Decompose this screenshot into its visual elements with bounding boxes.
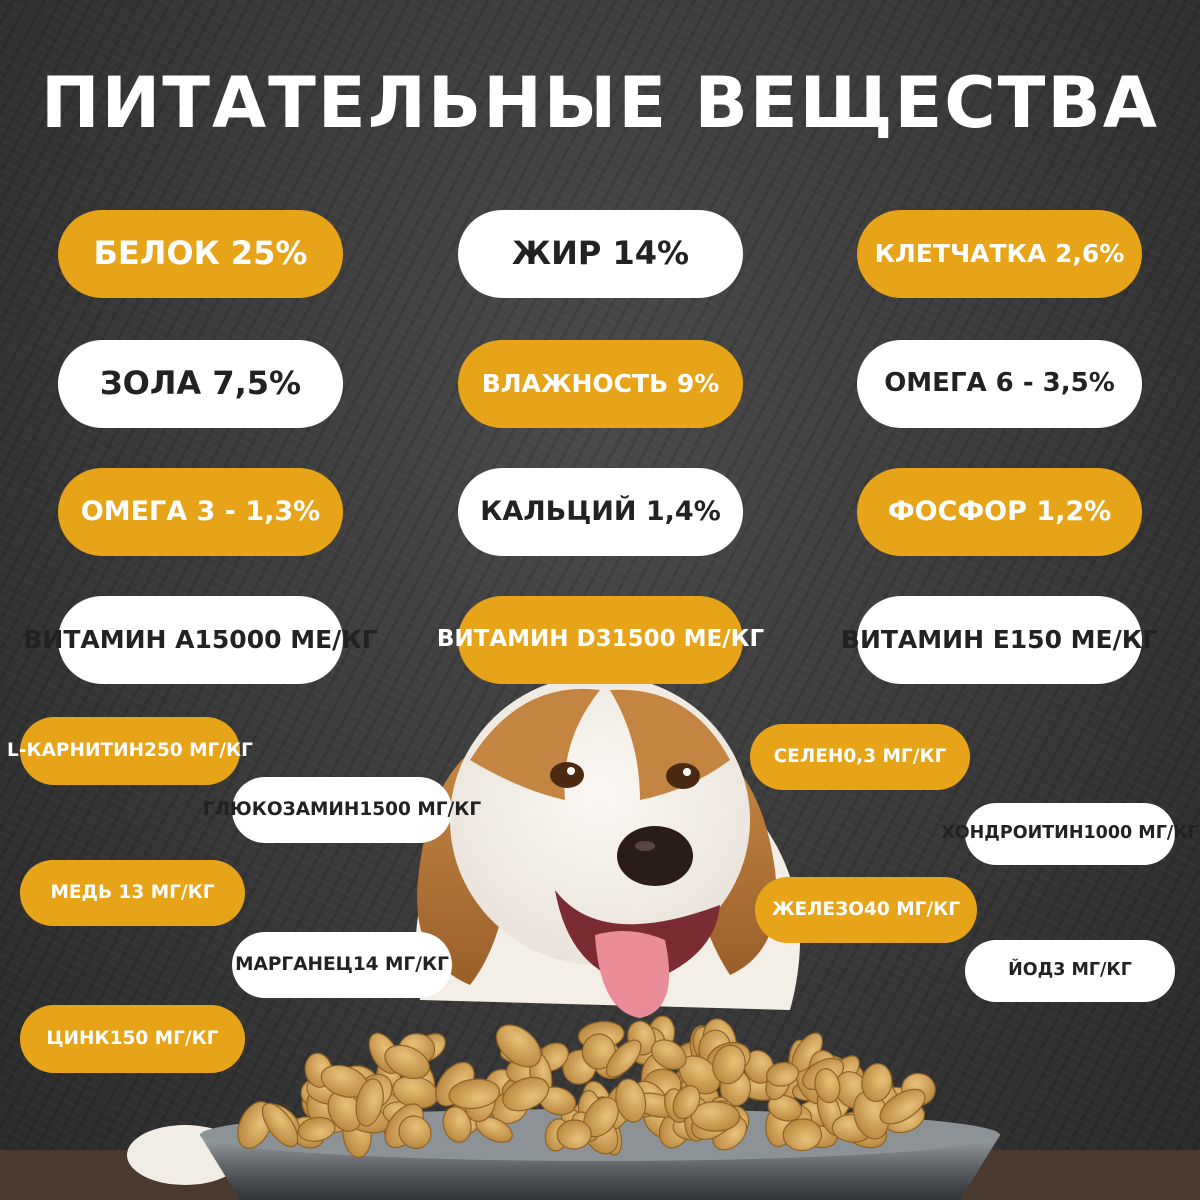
- nutrient-pill-protein: БЕЛОК 25%: [58, 210, 343, 298]
- nutrient-label-line: 1000 МГ/КГ: [1083, 823, 1199, 844]
- kibble-piece: [712, 1044, 746, 1085]
- nutrient-label-line: ЗОЛА 7,5%: [99, 364, 302, 403]
- kibble-pile: [237, 1015, 936, 1159]
- nutrient-label-line: ВИТАМИН D3: [436, 626, 612, 653]
- nutrient-label-line: ГЛЮКОЗАМИН: [202, 798, 360, 820]
- nutrient-label-line: КАЛЬЦИЙ 1,4%: [480, 495, 721, 527]
- nutrient-label-line: КЛЕТЧАТКА 2,6%: [874, 239, 1125, 268]
- kibble-piece: [398, 1115, 432, 1149]
- kibble-piece: [861, 1063, 893, 1103]
- nutrient-pill-iodine: ЙОД 3 МГ/КГ: [965, 940, 1175, 1002]
- nutrient-label-line: ВИТАМИН Е: [840, 625, 1010, 654]
- nutrient-label-line: ЦИНК: [46, 1027, 110, 1049]
- kibble-piece: [384, 1044, 431, 1080]
- nutrient-pill-fiber: КЛЕТЧАТКА 2,6%: [857, 210, 1142, 298]
- kibble-piece: [814, 1068, 841, 1104]
- nutrient-label-line: ЖИР 14%: [511, 234, 690, 273]
- nutrient-label-line: 150 МЕ/КГ: [1009, 625, 1159, 654]
- nutrient-pill-phosphorus: ФОСФОР 1,2%: [857, 468, 1142, 556]
- kibble-piece: [297, 1116, 336, 1142]
- nutrient-label-line: ОМЕГА 6 - 3,5%: [884, 368, 1115, 399]
- nutrient-label-line: ВЛАЖНОСТЬ 9%: [481, 369, 720, 398]
- nutrient-pill-vitamin-e: ВИТАМИН Е 150 МЕ/КГ: [841, 596, 1158, 684]
- dog-left-eye: [550, 762, 584, 788]
- nutrient-label-line: 15000 МЕ/КГ: [194, 625, 378, 654]
- kibble-piece: [766, 1061, 799, 1087]
- nutrient-label-line: СЕЛЕН: [773, 745, 844, 767]
- nutrient-label-line: МАРГАНЕЦ: [235, 953, 353, 975]
- nutrient-label-line: ХОНДРОИТИН: [941, 823, 1084, 844]
- nutrient-label-line: L-КАРНИТИН: [7, 739, 145, 761]
- nutrient-pill-omega6: ОМЕГА 6 - 3,5%: [857, 340, 1142, 428]
- kibble-piece: [502, 1076, 550, 1112]
- nutrient-pill-fat: ЖИР 14%: [458, 210, 743, 298]
- kibble-piece: [448, 1078, 501, 1110]
- nutrient-pill-l-carnitine: L-КАРНИТИН 250 МГ/КГ: [7, 717, 253, 785]
- nutrient-pill-omega3: ОМЕГА 3 - 1,3%: [58, 468, 343, 556]
- nutrient-label-line: ЖЕЛЕЗО: [771, 898, 865, 920]
- nutrient-label-line: 40 МГ/КГ: [864, 898, 961, 920]
- dog-nose: [617, 826, 693, 886]
- kibble-piece: [650, 1039, 687, 1070]
- nutrient-label-line: 150 МГ/КГ: [109, 1027, 219, 1049]
- nutrient-pill-iron: ЖЕЛЕЗО 40 МГ/КГ: [755, 877, 977, 943]
- nutrient-pill-calcium: КАЛЬЦИЙ 1,4%: [458, 468, 743, 556]
- nutrient-label-line: 14 МГ/КГ: [352, 953, 449, 975]
- nutrient-pill-vitamin-d3: ВИТАМИН D3 1500 МЕ/КГ: [437, 596, 764, 684]
- kibble-piece: [782, 1118, 822, 1152]
- dog-right-eye: [666, 763, 700, 789]
- dog-tongue: [595, 931, 670, 1018]
- nutrient-pill-moisture: ВЛАЖНОСТЬ 9%: [458, 340, 743, 428]
- nutrient-label-line: 250 МГ/КГ: [144, 739, 253, 761]
- nutrient-pill-vitamin-a: ВИТАМИН А 15000 МЕ/КГ: [23, 596, 378, 684]
- nutrient-label-line: МЕДЬ 13 МГ/КГ: [50, 881, 215, 903]
- nutrient-label-line: 3 МГ/КГ: [1053, 960, 1132, 981]
- nutrient-pill-glucosamine: ГЛЮКОЗАМИН 1500 МГ/КГ: [203, 777, 481, 843]
- nutrient-pill-copper: МЕДЬ 13 МГ/КГ: [20, 860, 245, 926]
- kibble-piece: [261, 1102, 299, 1148]
- nutrient-label-line: ОМЕГА 3 - 1,3%: [80, 495, 321, 527]
- nutrient-pill-chondroitin: ХОНДРОИТИН 1000 МГ/КГ: [941, 803, 1199, 865]
- kibble-piece: [615, 1078, 647, 1123]
- kibble-piece: [355, 1078, 384, 1127]
- kibble-piece: [556, 1119, 592, 1150]
- nutrient-label-line: ВИТАМИН А: [23, 625, 195, 654]
- page-title: ПИТАТЕЛЬНЫЕ ВЕЩЕСТВА: [41, 62, 1159, 144]
- nutrient-pill-zinc: ЦИНК 150 МГ/КГ: [20, 1005, 245, 1073]
- kibble-piece: [879, 1088, 926, 1125]
- nutrient-label-line: ФОСФОР 1,2%: [887, 495, 1112, 527]
- kibble-piece: [672, 1084, 701, 1120]
- kibble-piece: [495, 1024, 542, 1068]
- nutrient-pill-selenium: СЕЛЕН 0,3 МГ/КГ: [750, 724, 970, 790]
- nutrient-label-line: 1500 МГ/КГ: [359, 798, 482, 820]
- kibble-piece: [767, 1094, 803, 1122]
- kibble-piece: [442, 1106, 472, 1143]
- nutrient-pill-manganese: МАРГАНЕЦ 14 МГ/КГ: [232, 932, 452, 998]
- nutrient-label-line: 1500 МЕ/КГ: [611, 626, 765, 653]
- nutrient-pill-ash: ЗОЛА 7,5%: [58, 340, 343, 428]
- nutrient-label-line: ЙОД: [1008, 960, 1054, 981]
- kibble-piece: [605, 1039, 642, 1078]
- nutrient-label-line: 0,3 МГ/КГ: [843, 745, 947, 767]
- nutrient-label-line: БЕЛОК 25%: [93, 234, 308, 273]
